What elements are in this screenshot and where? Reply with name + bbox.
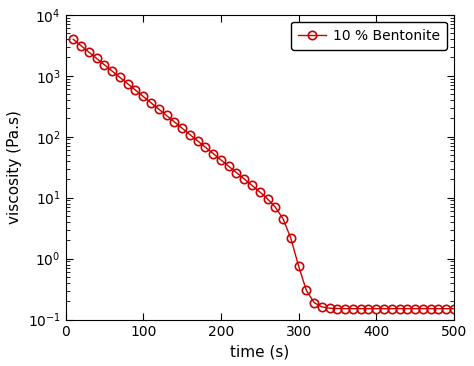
Y-axis label: viscosity (Pa.s): viscosity (Pa.s): [7, 110, 22, 224]
10 % Bentonite: [381, 306, 387, 311]
10 % Bentonite: [311, 300, 317, 305]
Legend: 10 % Bentonite: 10 % Bentonite: [292, 22, 447, 49]
10 % Bentonite: [218, 158, 224, 162]
10 % Bentonite: [319, 305, 325, 309]
10 % Bentonite: [350, 306, 356, 311]
10 % Bentonite: [397, 306, 402, 311]
10 % Bentonite: [428, 306, 433, 311]
10 % Bentonite: [234, 170, 239, 175]
10 % Bentonite: [210, 151, 216, 156]
10 % Bentonite: [172, 120, 177, 124]
10 % Bentonite: [148, 101, 154, 105]
10 % Bentonite: [140, 94, 146, 99]
10 % Bentonite: [264, 197, 270, 201]
10 % Bentonite: [101, 63, 107, 67]
10 % Bentonite: [412, 306, 418, 311]
10 % Bentonite: [117, 75, 123, 80]
10 % Bentonite: [404, 306, 410, 311]
10 % Bentonite: [94, 56, 100, 61]
10 % Bentonite: [365, 306, 371, 311]
10 % Bentonite: [335, 306, 340, 311]
10 % Bentonite: [109, 69, 115, 73]
10 % Bentonite: [389, 306, 395, 311]
10 % Bentonite: [179, 126, 185, 130]
10 % Bentonite: [296, 264, 301, 268]
10 % Bentonite: [374, 306, 379, 311]
10 % Bentonite: [327, 306, 332, 310]
10 % Bentonite: [273, 205, 278, 209]
10 % Bentonite: [436, 306, 441, 311]
10 % Bentonite: [451, 306, 457, 311]
10 % Bentonite: [78, 44, 84, 48]
10 % Bentonite: [443, 306, 449, 311]
10 % Bentonite: [303, 288, 309, 292]
10 % Bentonite: [133, 88, 138, 92]
10 % Bentonite: [257, 190, 263, 194]
10 % Bentonite: [280, 217, 286, 221]
10 % Bentonite: [202, 145, 208, 149]
X-axis label: time (s): time (s): [230, 344, 289, 359]
10 % Bentonite: [71, 37, 76, 42]
10 % Bentonite: [358, 306, 364, 311]
10 % Bentonite: [249, 183, 255, 187]
10 % Bentonite: [226, 164, 231, 168]
10 % Bentonite: [125, 82, 130, 86]
10 % Bentonite: [288, 236, 294, 240]
10 % Bentonite: [342, 306, 348, 311]
10 % Bentonite: [156, 107, 162, 111]
10 % Bentonite: [241, 177, 247, 181]
10 % Bentonite: [420, 306, 426, 311]
10 % Bentonite: [86, 50, 91, 54]
Line: 10 % Bentonite: 10 % Bentonite: [69, 35, 458, 313]
10 % Bentonite: [187, 132, 192, 137]
10 % Bentonite: [195, 139, 201, 143]
10 % Bentonite: [164, 113, 169, 118]
